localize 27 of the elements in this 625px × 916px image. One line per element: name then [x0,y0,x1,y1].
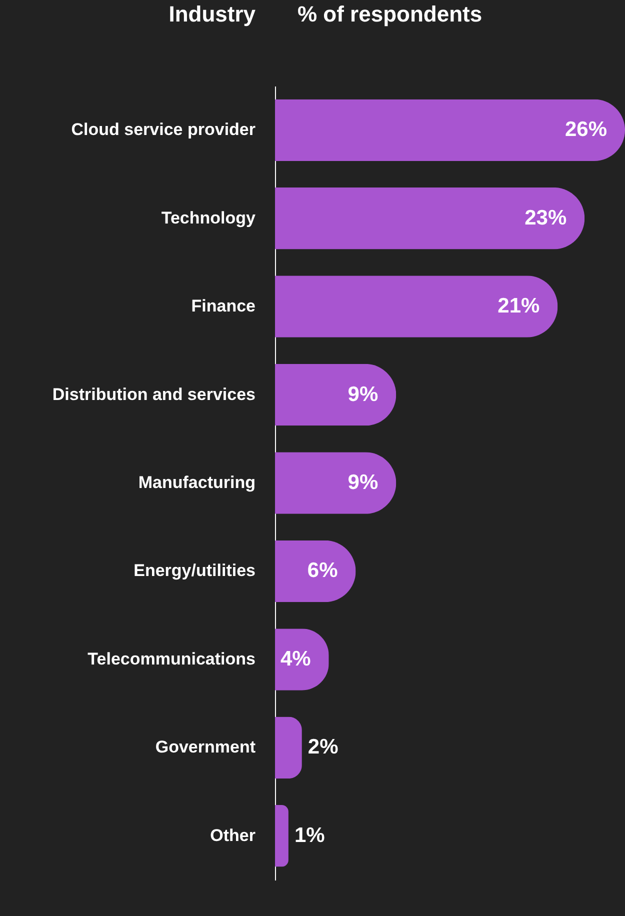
bar [275,716,302,779]
y-axis-title: Industry [168,2,256,26]
y-tick-label: Energy/utilities [134,561,256,580]
bar [275,99,625,161]
data-label: 1% [294,824,326,847]
bar [275,276,558,338]
bar [275,805,288,867]
data-label: 9% [348,471,378,494]
bar [275,187,585,250]
bar [275,364,396,426]
data-label: 9% [348,382,378,406]
x-axis-title: % of respondents [298,2,482,26]
bar [275,452,396,514]
y-tick-label: Distribution and services [52,384,256,404]
y-tick-label: Telecommunications [88,649,256,668]
y-tick-label: Other [210,826,256,845]
data-label: 4% [280,647,312,670]
y-tick-label: Government [155,738,256,757]
data-label: 26% [564,118,608,142]
y-tick-label: Cloud service provider [71,120,256,140]
y-tick-label: Finance [191,296,256,316]
data-label: 2% [308,736,339,759]
y-tick-label: Manufacturing [138,473,256,492]
data-label: 23% [524,206,567,230]
data-label: 6% [307,559,338,582]
data-label: 21% [498,294,540,318]
y-tick-label: Technology [161,208,256,228]
